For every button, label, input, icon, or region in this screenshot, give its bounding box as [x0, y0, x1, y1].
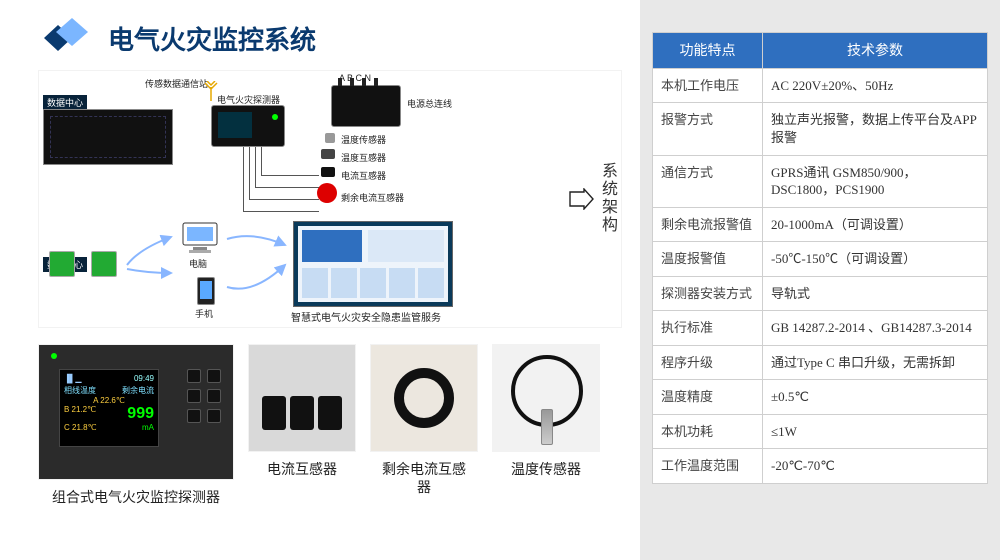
wire — [261, 175, 319, 176]
detector-box — [211, 105, 285, 147]
spec-value: ±0.5℃ — [763, 380, 988, 415]
spec-row: 报警方式独立声光报警，数据上传平台及APP报警 — [653, 103, 988, 155]
label-temp-transformer: 温度互感器 — [341, 151, 386, 164]
diamond-icon — [38, 18, 94, 58]
spec-table: 功能特点 技术参数 本机工作电压AC 220V±20%、50Hz报警方式独立声光… — [652, 32, 988, 484]
spec-value: GPRS通讯 GSM850/900，DSC1800，PCS1900 — [763, 156, 988, 208]
service-panel — [293, 221, 453, 307]
wire — [243, 147, 244, 211]
spec-value: -20℃-70℃ — [763, 449, 988, 484]
label-service: 智慧式电气火灾安全隐患监管服务 — [291, 309, 441, 324]
spec-key: 工作温度范围 — [653, 449, 763, 484]
spec-key: 温度精度 — [653, 380, 763, 415]
page-title: 电气火灾监控系统 — [108, 20, 316, 57]
arrow-right-icon — [567, 185, 595, 213]
product-label: 剩余电流互感器 — [376, 460, 472, 496]
product-combo-detector: ▐▌▁09:49 相线温度剩余电流 A 22.6℃ B 21.2℃999 C 2… — [38, 344, 234, 506]
product-current-transformer: 电流互感器 — [248, 344, 356, 506]
product-image: ▐▌▁09:49 相线温度剩余电流 A 22.6℃ B 21.2℃999 C 2… — [38, 344, 234, 480]
title-row: 电气火灾监控系统 — [38, 18, 622, 58]
spec-value: -50℃-150℃（可调设置） — [763, 242, 988, 277]
product-row: ▐▌▁09:49 相线温度剩余电流 A 22.6℃ B 21.2℃999 C 2… — [38, 344, 622, 506]
wire — [249, 147, 250, 199]
left-panel: 电气火灾监控系统 传感数据通信站 A B C N 数据中心 电气火灾探测器 — [0, 0, 640, 560]
label-temp-sensor: 温度传感器 — [341, 133, 386, 146]
spec-row: 程序升级通过Type C 串口升级，无需拆卸 — [653, 346, 988, 381]
spec-value: 导轨式 — [763, 277, 988, 312]
spec-value: ≤1W — [763, 415, 988, 450]
bus-box — [331, 85, 401, 127]
product-label: 温度传感器 — [511, 460, 581, 478]
spec-key: 探测器安装方式 — [653, 277, 763, 312]
spec-value: 20-1000mA（可调设置） — [763, 208, 988, 243]
spec-key: 温度报警值 — [653, 242, 763, 277]
label-residual-ct: 剩余电流互感器 — [341, 191, 404, 204]
spec-row: 温度报警值-50℃-150℃（可调设置） — [653, 242, 988, 277]
spec-key: 执行标准 — [653, 311, 763, 346]
detector-screen: ▐▌▁09:49 相线温度剩余电流 A 22.6℃ B 21.2℃999 C 2… — [59, 369, 159, 447]
wire — [249, 199, 319, 200]
spec-head-right: 技术参数 — [763, 33, 988, 69]
spec-value: 独立声光报警，数据上传平台及APP报警 — [763, 103, 988, 155]
product-label: 电流互感器 — [267, 460, 337, 478]
page: 电气火灾监控系统 传感数据通信站 A B C N 数据中心 电气火灾探测器 — [0, 0, 1000, 560]
spec-row: 通信方式GPRS通讯 GSM850/900，DSC1800，PCS1900 — [653, 156, 988, 208]
product-image — [492, 344, 600, 452]
spec-row: 工作温度范围-20℃-70℃ — [653, 449, 988, 484]
data-center-box — [43, 109, 173, 165]
spec-head-left: 功能特点 — [653, 33, 763, 69]
server-chip-1 — [91, 251, 117, 277]
spec-row: 本机工作电压AC 220V±20%、50Hz — [653, 69, 988, 104]
spec-value: AC 220V±20%、50Hz — [763, 69, 988, 104]
mini-ct-icon — [321, 167, 335, 177]
mini-temptx-icon — [321, 149, 335, 159]
label-phone: 手机 — [195, 307, 213, 320]
label-bus: 电源总连线 — [407, 97, 452, 110]
spec-head-row: 功能特点 技术参数 — [653, 33, 988, 69]
phone-icon — [197, 277, 215, 305]
label-abcn: A B C N — [339, 73, 371, 83]
mini-temp-icon — [325, 133, 335, 143]
label-data-center-1: 数据中心 — [43, 95, 87, 110]
label-station: 传感数据通信站 — [145, 77, 208, 90]
server-chip-2 — [49, 251, 75, 277]
spec-value: 通过Type C 串口升级，无需拆卸 — [763, 346, 988, 381]
spec-row: 温度精度±0.5℃ — [653, 380, 988, 415]
mini-rcct-icon — [317, 183, 337, 203]
wire — [243, 211, 319, 212]
architecture-label: 系统架构 — [601, 163, 621, 235]
label-pc: 电脑 — [189, 257, 207, 270]
system-diagram: 传感数据通信站 A B C N 数据中心 电气火灾探测器 — [39, 71, 561, 327]
spec-row: 探测器安装方式导轨式 — [653, 277, 988, 312]
product-residual-ct: 剩余电流互感器 — [370, 344, 478, 506]
spec-row: 本机功耗≤1W — [653, 415, 988, 450]
spec-key: 程序升级 — [653, 346, 763, 381]
label-current-transformer: 电流互感器 — [341, 169, 386, 182]
system-diagram-area: 传感数据通信站 A B C N 数据中心 电气火灾探测器 — [38, 70, 622, 328]
flow-arrows-right — [223, 221, 293, 301]
pc-icon — [179, 221, 221, 258]
wire — [255, 147, 256, 187]
spec-value: GB 14287.2-2014 、GB14287.3-2014 — [763, 311, 988, 346]
product-temp-sensor: 温度传感器 — [492, 344, 600, 506]
spec-key: 本机功耗 — [653, 415, 763, 450]
right-panel: 功能特点 技术参数 本机工作电压AC 220V±20%、50Hz报警方式独立声光… — [640, 0, 1000, 560]
product-label: 组合式电气火灾监控探测器 — [52, 488, 220, 506]
wire — [255, 187, 319, 188]
product-image — [248, 344, 356, 452]
spec-key: 通信方式 — [653, 156, 763, 208]
flow-arrows-left — [123, 221, 179, 281]
spec-key: 剩余电流报警值 — [653, 208, 763, 243]
spec-row: 执行标准GB 14287.2-2014 、GB14287.3-2014 — [653, 311, 988, 346]
spec-row: 剩余电流报警值20-1000mA（可调设置） — [653, 208, 988, 243]
product-image — [370, 344, 478, 452]
spec-key: 本机工作电压 — [653, 69, 763, 104]
spec-key: 报警方式 — [653, 103, 763, 155]
wire — [261, 147, 262, 175]
